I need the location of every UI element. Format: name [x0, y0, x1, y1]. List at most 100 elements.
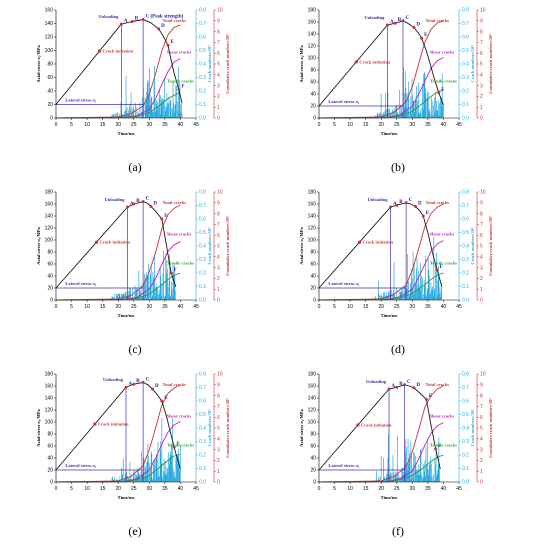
- y3-tick-label: 0: [217, 116, 220, 122]
- y2-tick-label: 0.7: [462, 385, 469, 391]
- stress-point-label: E: [429, 394, 433, 399]
- x-tick-label: 15: [100, 486, 106, 492]
- stress-point-label: B: [135, 16, 139, 21]
- x-tick-label: 40: [178, 486, 184, 492]
- unloading-label: Unloading: [368, 197, 389, 202]
- stress-point-label: D: [153, 201, 157, 206]
- y-tick-label: 40: [310, 92, 316, 98]
- y-tick-label: 20: [310, 286, 316, 292]
- x-tick-label: 0: [55, 122, 58, 128]
- y-tick-label: 20: [47, 286, 53, 292]
- stress-point-marker: [132, 382, 136, 386]
- y-tick-label: 160: [308, 202, 317, 208]
- x-tick-label: 20: [378, 486, 384, 492]
- total-cracks-label: Total cracks: [162, 200, 186, 205]
- stress-point-marker: [395, 385, 399, 389]
- tensile-cracks-line: [318, 454, 444, 483]
- chart-panel: 0 5 10 15 20 25 30 35 40 45 0 20 40 60 80 100 120 140 160 0…: [20, 0, 250, 175]
- stress-point-marker: [160, 217, 164, 221]
- y2-tick-label: 0.8: [462, 8, 469, 14]
- y3-tick-label: 3: [480, 83, 483, 89]
- y3-tick-label: 3: [217, 83, 220, 89]
- y3-tick-label: 1: [480, 287, 483, 293]
- y-tick-label: 100: [45, 420, 54, 426]
- x-tick-label: 5: [333, 304, 336, 310]
- y3-tick-label: 8: [217, 393, 220, 399]
- stress-point-label: B: [136, 199, 140, 204]
- y2-tick-label: 0.5: [462, 230, 469, 236]
- y3-tick-label: 1: [480, 105, 483, 111]
- stress-point-label: F: [181, 85, 184, 90]
- y3-tick-label: 6: [217, 51, 220, 57]
- y3-tick-label: 10: [480, 8, 486, 14]
- crack-initiation-label: Crack initiation: [103, 48, 134, 53]
- y3-tick-label: 0: [480, 116, 483, 122]
- x-tick-label: 25: [131, 122, 137, 128]
- y2-tick-label: 0.5: [199, 412, 206, 418]
- shear-cracks-line: [318, 57, 444, 119]
- tensile-cracks-label: Tensile cracks: [167, 78, 194, 83]
- y3-tick-label: 8: [217, 211, 220, 217]
- y3-tick-label: 7: [480, 40, 483, 46]
- chart-svg: 0 5 10 15 20 25 30 35 40 450204060801001201401600…: [36, 8, 230, 136]
- y2-axis-label: Crack numbers/10³: [470, 227, 475, 265]
- y-tick-label: 80: [47, 62, 53, 68]
- y2-tick-label: 0.4: [462, 244, 469, 250]
- y-axis-label: Axial stress σ₁/MPa: [299, 45, 304, 83]
- x-tick-label: 10: [84, 122, 90, 128]
- x-tick-label: 0: [55, 486, 58, 492]
- total-cracks-line: [318, 385, 444, 483]
- x-tick-label: 10: [84, 304, 90, 310]
- shear-cracks-line: [55, 421, 181, 483]
- x-tick-label: 30: [410, 304, 416, 310]
- stress-point-label: B: [399, 382, 403, 387]
- y-tick-label: 120: [308, 408, 317, 414]
- y3-tick-label: 10: [217, 190, 223, 196]
- x-tick-label: 25: [394, 486, 400, 492]
- stress-point-label: C: [406, 16, 410, 21]
- x-tick-label: 30: [147, 304, 153, 310]
- y2-tick-label: 0.1: [462, 466, 469, 472]
- y2-tick-label: 0.6: [462, 35, 469, 41]
- y3-tick-label: 5: [217, 62, 220, 68]
- y3-tick-label: 5: [480, 426, 483, 432]
- unloading-label: Unloading: [366, 379, 387, 384]
- stress-point-label: A: [390, 20, 394, 25]
- x-tick-label: 20: [378, 304, 384, 310]
- y3-tick-label: 7: [480, 222, 483, 228]
- y3-axis-label: Cumulative crack numbers/10³: [225, 216, 230, 276]
- x-tick-label: 30: [147, 122, 153, 128]
- y-tick-label: 40: [47, 89, 53, 95]
- y2-tick-label: 0.3: [462, 439, 469, 445]
- y3-tick-label: 4: [217, 255, 220, 261]
- stress-point-label: C (Peak strength): [146, 14, 184, 19]
- y-tick-label: 0: [50, 480, 53, 486]
- stress-point-label: B: [399, 200, 403, 205]
- y-tick-label: 100: [45, 48, 54, 54]
- y-tick-label: 0: [313, 480, 316, 486]
- y-tick-label: 140: [308, 396, 317, 402]
- y2-tick-label: 0.2: [462, 271, 469, 277]
- tensile-cracks-line: [318, 272, 444, 301]
- crack-initiation-marker: [354, 60, 358, 64]
- lateral-stress-label: Lateral stress σ₃: [65, 463, 97, 468]
- y3-axis-label: Cumulative crack numbers/10³: [488, 398, 493, 458]
- y2-tick-label: 0.1: [199, 102, 206, 108]
- stress-point-marker: [119, 22, 123, 26]
- panel-label: (e): [128, 524, 142, 538]
- axial-stress-line: [55, 19, 183, 105]
- y-tick-label: 140: [45, 396, 54, 402]
- y3-tick-label: 5: [217, 244, 220, 250]
- shear-cracks-label: Shear cracks: [166, 413, 191, 418]
- y2-axis-label: Crack numbers/10³: [470, 45, 475, 83]
- x-tick-label: 40: [441, 486, 447, 492]
- y3-tick-label: 0: [217, 480, 220, 486]
- y-tick-label: 40: [47, 456, 53, 462]
- x-tick-label: 30: [410, 486, 416, 492]
- stress-point-label: A: [129, 382, 133, 387]
- chart-panel: 0 5 10 15 20 25 30 35 40 45 0 20 40 60 80 100 120 140 160 1…: [283, 0, 513, 175]
- y2-tick-label: 0.5: [199, 48, 206, 54]
- y3-axis-label: Cumulative crack numbers/10³: [488, 34, 493, 94]
- stress-point-label: E: [424, 33, 428, 38]
- stress-point-label: A: [130, 202, 134, 207]
